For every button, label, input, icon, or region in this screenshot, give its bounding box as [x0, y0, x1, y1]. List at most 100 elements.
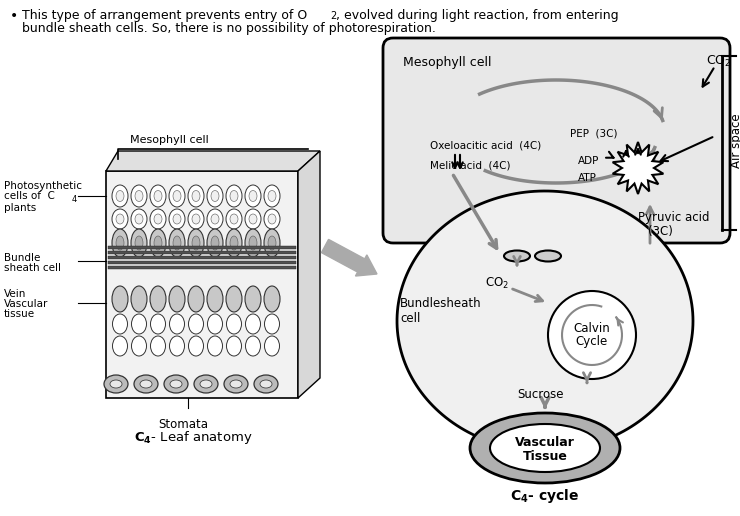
Ellipse shape: [104, 375, 128, 393]
Ellipse shape: [169, 286, 185, 312]
Text: CO$_2$: CO$_2$: [485, 276, 509, 291]
Ellipse shape: [230, 380, 242, 388]
Text: ADP: ADP: [578, 156, 599, 166]
Ellipse shape: [264, 336, 280, 356]
Ellipse shape: [226, 336, 241, 356]
Text: (3C): (3C): [648, 225, 673, 238]
Text: Mesophyll cell: Mesophyll cell: [403, 56, 491, 69]
Text: Photosynthetic: Photosynthetic: [4, 181, 82, 191]
Circle shape: [548, 291, 636, 379]
Text: Vascular: Vascular: [4, 299, 48, 309]
Ellipse shape: [164, 375, 188, 393]
Ellipse shape: [194, 375, 218, 393]
Ellipse shape: [224, 375, 248, 393]
Bar: [108, 246, 296, 249]
Ellipse shape: [207, 185, 223, 207]
Ellipse shape: [188, 286, 204, 312]
Text: 2: 2: [330, 11, 336, 21]
Ellipse shape: [230, 190, 238, 202]
Ellipse shape: [134, 375, 158, 393]
Ellipse shape: [207, 209, 223, 229]
Ellipse shape: [264, 314, 280, 334]
Ellipse shape: [112, 286, 128, 312]
Ellipse shape: [112, 185, 128, 207]
Ellipse shape: [189, 336, 204, 356]
Ellipse shape: [154, 236, 162, 250]
Ellipse shape: [245, 286, 261, 312]
Ellipse shape: [169, 209, 185, 229]
Ellipse shape: [260, 380, 272, 388]
Ellipse shape: [245, 229, 261, 257]
Text: Cycle: Cycle: [576, 335, 608, 348]
Ellipse shape: [150, 336, 166, 356]
Ellipse shape: [116, 214, 124, 224]
Polygon shape: [613, 142, 663, 194]
Text: Pyruvic acid: Pyruvic acid: [638, 212, 710, 224]
Ellipse shape: [173, 214, 181, 224]
Ellipse shape: [170, 380, 182, 388]
Ellipse shape: [211, 214, 219, 224]
Ellipse shape: [211, 190, 219, 202]
Ellipse shape: [131, 229, 147, 257]
Ellipse shape: [200, 380, 212, 388]
Ellipse shape: [226, 209, 242, 229]
Ellipse shape: [169, 336, 184, 356]
Text: $\mathbf{C_4}$- Leaf anatomy: $\mathbf{C_4}$- Leaf anatomy: [134, 429, 252, 446]
Text: PEP  (3C): PEP (3C): [570, 129, 617, 139]
Bar: [108, 266, 296, 269]
Polygon shape: [298, 151, 320, 398]
Ellipse shape: [264, 185, 280, 207]
Ellipse shape: [154, 214, 162, 224]
Ellipse shape: [135, 236, 143, 250]
Text: ATP: ATP: [578, 173, 597, 183]
Ellipse shape: [154, 190, 162, 202]
Ellipse shape: [211, 236, 219, 250]
Ellipse shape: [226, 185, 242, 207]
Ellipse shape: [264, 286, 280, 312]
Ellipse shape: [192, 190, 200, 202]
Ellipse shape: [264, 209, 280, 229]
Ellipse shape: [116, 190, 124, 202]
Ellipse shape: [132, 336, 147, 356]
Ellipse shape: [112, 209, 128, 229]
Ellipse shape: [116, 236, 124, 250]
Polygon shape: [106, 151, 320, 171]
Text: Melic acid  (4C): Melic acid (4C): [430, 161, 511, 171]
Ellipse shape: [131, 185, 147, 207]
Ellipse shape: [135, 190, 143, 202]
Ellipse shape: [207, 229, 223, 257]
Text: Mesophyll cell: Mesophyll cell: [130, 135, 209, 145]
Ellipse shape: [150, 209, 166, 229]
Text: Air space: Air space: [730, 114, 740, 168]
Ellipse shape: [268, 236, 276, 250]
Text: bundle sheath cells. So, there is no possibility of photorespiration.: bundle sheath cells. So, there is no pos…: [22, 22, 436, 35]
Ellipse shape: [132, 314, 147, 334]
Text: Vein: Vein: [4, 289, 27, 299]
Polygon shape: [397, 191, 693, 451]
Ellipse shape: [249, 214, 257, 224]
Ellipse shape: [230, 214, 238, 224]
Ellipse shape: [150, 229, 166, 257]
Bar: [108, 250, 296, 254]
Ellipse shape: [245, 209, 261, 229]
Text: CO$_2$: CO$_2$: [706, 54, 731, 69]
Ellipse shape: [490, 424, 600, 472]
Text: Bundlesheath
cell: Bundlesheath cell: [400, 297, 482, 325]
Bar: [108, 255, 296, 259]
Text: plants: plants: [4, 203, 36, 213]
Text: Sucrose: Sucrose: [517, 388, 563, 400]
Ellipse shape: [226, 286, 242, 312]
Ellipse shape: [249, 236, 257, 250]
Ellipse shape: [207, 336, 223, 356]
Text: Bundle: Bundle: [4, 253, 41, 263]
Ellipse shape: [169, 314, 184, 334]
Ellipse shape: [268, 190, 276, 202]
FancyArrow shape: [321, 239, 377, 276]
Ellipse shape: [268, 214, 276, 224]
Ellipse shape: [226, 229, 242, 257]
Ellipse shape: [150, 314, 166, 334]
Text: Tissue: Tissue: [522, 449, 568, 462]
Text: 4: 4: [72, 195, 77, 203]
Ellipse shape: [246, 314, 260, 334]
Ellipse shape: [150, 185, 166, 207]
